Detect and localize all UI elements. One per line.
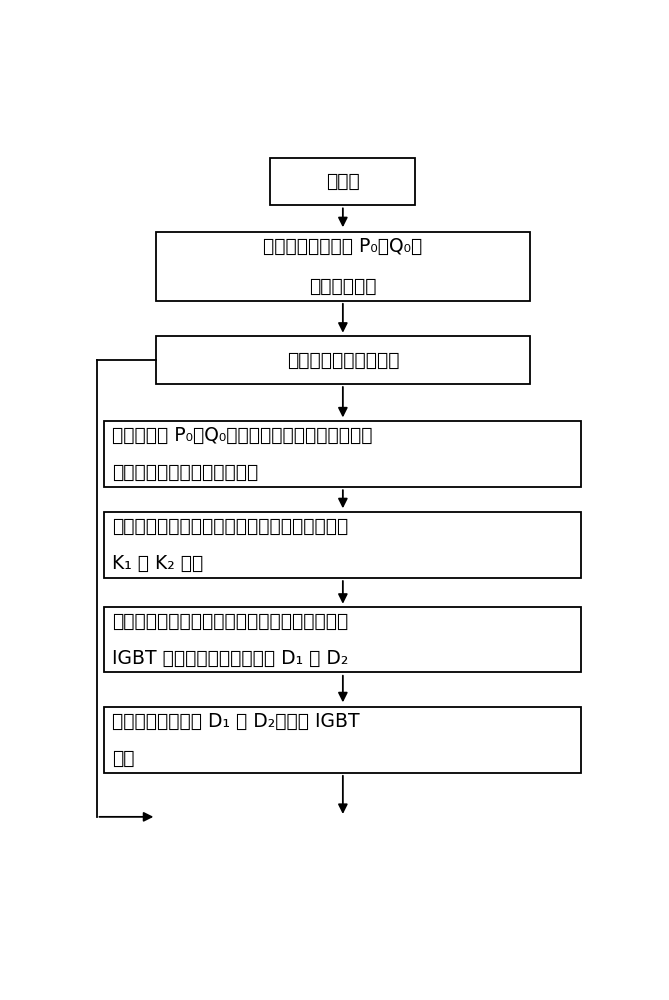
Text: IGBT 脉宽调制信号中占空比 D₁ 及 D₂: IGBT 脉宽调制信号中占空比 D₁ 及 D₂ — [112, 649, 349, 668]
Text: 接收上位机给定的 P₀、Q₀，: 接收上位机给定的 P₀、Q₀， — [263, 237, 423, 256]
Text: K₁ 及 K₂ 数值: K₁ 及 K₂ 数值 — [112, 554, 203, 573]
FancyBboxPatch shape — [104, 607, 581, 672]
Text: 根据宽范围可控变压器输出电压初始相角，计算: 根据宽范围可控变压器输出电压初始相角，计算 — [112, 612, 349, 631]
Text: 根据脉宽调制信号 D₁ 及 D₂，控制 IGBT: 根据脉宽调制信号 D₁ 及 D₂，控制 IGBT — [112, 712, 360, 731]
FancyBboxPatch shape — [157, 336, 530, 384]
Text: 测电压、电流及其相角: 测电压、电流及其相角 — [286, 351, 399, 370]
FancyBboxPatch shape — [104, 512, 581, 578]
FancyBboxPatch shape — [104, 707, 581, 773]
Text: 根据给定值 P₀、Q₀，计算宽范围可控变压器输出: 根据给定值 P₀、Q₀，计算宽范围可控变压器输出 — [112, 426, 373, 445]
Text: 电压初始相角与输出电压幅值: 电压初始相角与输出电压幅值 — [112, 463, 258, 482]
Text: 根据宽范围可控变压器输出电压相角正负，确定: 根据宽范围可控变压器输出电压相角正负，确定 — [112, 517, 349, 536]
FancyBboxPatch shape — [104, 421, 581, 487]
FancyBboxPatch shape — [270, 158, 415, 205]
Text: 导通: 导通 — [112, 749, 134, 768]
FancyBboxPatch shape — [157, 232, 530, 301]
Text: 关断旁路开关: 关断旁路开关 — [309, 277, 377, 296]
Text: 初始化: 初始化 — [326, 172, 360, 191]
